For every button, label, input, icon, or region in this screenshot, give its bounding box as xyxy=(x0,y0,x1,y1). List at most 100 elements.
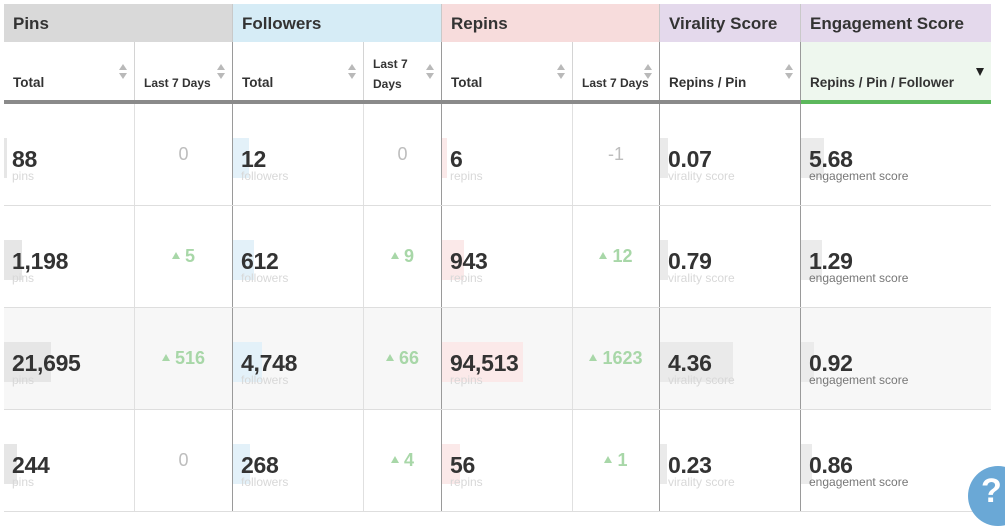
cell-repins: 56 repins xyxy=(442,410,573,511)
followers-value: 12 xyxy=(241,146,266,172)
engagement-value: 0.86 xyxy=(809,452,853,478)
engagement-sublabel: engagement score xyxy=(809,271,909,285)
cell-pins: 1,198 pins xyxy=(4,206,135,307)
cell-pins_delta: 5 xyxy=(135,206,233,307)
group-header-virality: Virality Score xyxy=(660,4,801,42)
repins_delta: 1 xyxy=(573,450,659,471)
virality-value: 0.07 xyxy=(668,146,712,172)
pins_delta: 0 xyxy=(135,144,232,165)
followers_delta: 4 xyxy=(364,450,441,471)
cell-followers: 612 followers xyxy=(233,206,364,307)
pins-value: 21,695 xyxy=(12,350,81,376)
followers-sublabel: followers xyxy=(241,271,289,285)
engagement-bar xyxy=(801,342,814,382)
pins-sublabel: pins xyxy=(12,475,35,489)
repins-bar xyxy=(442,342,523,382)
delta-value: 12 xyxy=(612,246,633,266)
cell-repins_delta: 1 xyxy=(573,410,660,511)
followers-bar xyxy=(233,240,254,280)
col-pins-last7[interactable]: Last 7 Days xyxy=(135,42,233,100)
repins-value: 6 xyxy=(450,146,463,172)
delta-value: 1 xyxy=(617,450,628,470)
cell-pins_delta: 516 xyxy=(135,308,233,409)
table-row: 244 pins 0 268 followers 4 56 repins 1 0… xyxy=(4,410,991,512)
sort-icon xyxy=(785,64,794,80)
repins-sublabel: repins xyxy=(450,475,483,489)
col-label: Last 7 Days xyxy=(582,76,649,90)
engagement-value: 1.29 xyxy=(809,248,853,274)
cell-engagement: 0.92 engagement score xyxy=(801,308,991,409)
group-header-engagement: Engagement Score xyxy=(801,4,991,42)
engagement-sublabel: engagement score xyxy=(809,373,909,387)
delta-value: 516 xyxy=(174,348,206,368)
sort-icon xyxy=(119,64,128,80)
cell-followers_delta: 9 xyxy=(364,206,442,307)
col-repins-last7[interactable]: Last 7 Days xyxy=(573,42,660,100)
engagement-value: 5.68 xyxy=(809,146,853,172)
virality-value: 4.36 xyxy=(668,350,712,376)
table-row: 1,198 pins 5 612 followers 9 943 repins … xyxy=(4,206,991,308)
sort-descending-icon xyxy=(976,68,984,76)
cell-repins_delta: 1623 xyxy=(573,308,660,409)
virality-sublabel: virality score xyxy=(668,271,735,285)
delta-value: 5 xyxy=(184,246,195,266)
virality-sublabel: virality score xyxy=(668,475,735,489)
group-header-repins: Repins xyxy=(442,4,660,42)
repins-sublabel: repins xyxy=(450,373,483,387)
followers-value: 268 xyxy=(241,452,279,478)
pins_delta: 0 xyxy=(135,450,232,471)
pins-value: 244 xyxy=(12,452,50,478)
delta-value: -1 xyxy=(607,144,624,164)
col-followers-last7[interactable]: Last 7 Days xyxy=(364,42,442,100)
sort-icon xyxy=(217,64,226,80)
cell-pins: 88 pins xyxy=(4,104,135,205)
column-header-row: Total Last 7 Days Total Last 7 Days Total… xyxy=(4,42,991,104)
delta-value: 9 xyxy=(403,246,414,266)
cell-repins: 94,513 repins xyxy=(442,308,573,409)
repins-value: 94,513 xyxy=(450,350,519,376)
table-row: 21,695 pins 516 4,748 followers 66 94,51… xyxy=(4,308,991,410)
col-virality[interactable]: Repins / Pin xyxy=(660,42,801,100)
up-arrow-icon xyxy=(171,252,180,259)
col-label: Repins / Pin / Follower xyxy=(810,75,955,90)
col-label: Total xyxy=(451,75,483,90)
delta-value: 66 xyxy=(398,348,420,368)
up-arrow-icon xyxy=(599,252,608,259)
group-header-followers: Followers xyxy=(233,4,442,42)
cell-virality: 0.23 virality score xyxy=(660,410,801,511)
cell-pins_delta: 0 xyxy=(135,410,233,511)
virality-bar xyxy=(660,240,668,280)
stats-table: Pins Followers Repins Virality Score Eng… xyxy=(4,4,991,512)
delta-value: 4 xyxy=(403,450,414,470)
up-arrow-icon xyxy=(604,456,613,463)
engagement-bar xyxy=(801,138,824,178)
virality-bar xyxy=(660,138,668,178)
virality-value: 0.23 xyxy=(668,452,712,478)
repins_delta: 1623 xyxy=(573,348,659,369)
pins-value: 1,198 xyxy=(12,248,69,274)
pins-value: 88 xyxy=(12,146,37,172)
up-arrow-icon xyxy=(161,354,170,361)
engagement-bar xyxy=(801,444,812,484)
cell-pins: 21,695 pins xyxy=(4,308,135,409)
virality-bar xyxy=(660,342,733,382)
repins-value: 943 xyxy=(450,248,488,274)
cell-virality: 0.07 virality score xyxy=(660,104,801,205)
col-repins-total[interactable]: Total xyxy=(442,42,573,100)
repins-sublabel: repins xyxy=(450,271,483,285)
engagement-sublabel: engagement score xyxy=(809,475,909,489)
delta-value: 0 xyxy=(178,144,189,164)
cell-pins: 244 pins xyxy=(4,410,135,511)
group-header-row: Pins Followers Repins Virality Score Eng… xyxy=(4,4,991,42)
col-engagement[interactable]: Repins / Pin / Follower xyxy=(801,42,991,100)
repins_delta: 12 xyxy=(573,246,659,267)
col-pins-total[interactable]: Total xyxy=(4,42,135,100)
pins-sublabel: pins xyxy=(12,169,35,183)
repins_delta: -1 xyxy=(573,144,659,165)
sort-icon xyxy=(644,64,653,80)
delta-value: 1623 xyxy=(602,348,643,368)
repins-bar xyxy=(442,444,460,484)
table-row: 88 pins 0 12 followers 0 6 repins -1 0.0… xyxy=(4,104,991,206)
col-followers-total[interactable]: Total xyxy=(233,42,364,100)
col-label: Total xyxy=(242,75,274,90)
